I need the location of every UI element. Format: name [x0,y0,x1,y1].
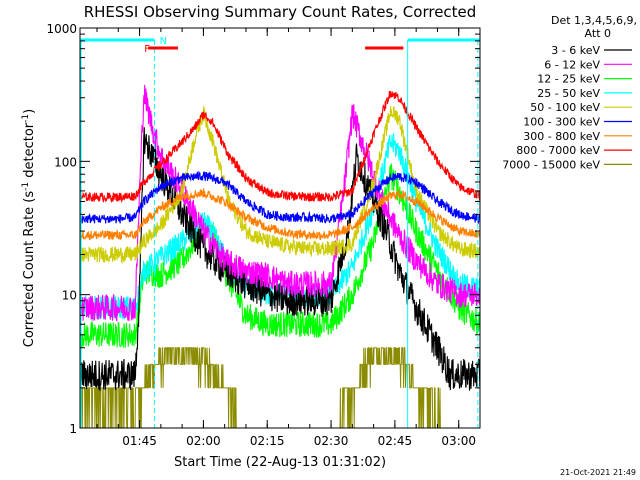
legend-label-1: 6 - 12 keV [544,58,600,71]
series-line-5 [79,170,481,225]
x-tick-label: 02:45 [378,434,413,448]
legend-label-4: 50 - 100 keV [530,101,600,114]
y-axis-label: Corrected Count Rate (s-1 detector-1) [21,109,37,347]
series-line-1 [79,84,481,323]
legend-label-2: 12 - 25 keV [537,73,600,86]
plot-frame [79,27,481,429]
x-tick-label: 02:00 [186,434,221,448]
legend-title-line2: Att 0 [585,27,611,40]
legend-label-0: 3 - 6 keV [551,44,600,57]
legend-label-7: 800 - 7000 keV [516,144,600,157]
x-tick-label: 03:00 [441,434,476,448]
legend-label-3: 25 - 50 keV [537,87,600,100]
x-axis-label: Start Time (22-Aug-13 01:31:02) [174,455,386,470]
plot-area: FN [79,36,481,429]
x-tick-label: 02:30 [314,434,349,448]
chart-title: RHESSI Observing Summary Count Rates, Co… [84,3,477,21]
series-line-2 [79,163,481,349]
x-tick-label: 02:15 [250,434,285,448]
series-line-0 [79,127,481,391]
legend-label-6: 300 - 800 keV [523,130,600,143]
x-tick-label: 01:45 [122,434,157,448]
y-tick-label: 10 [62,289,77,303]
y-tick-label: 1000 [46,22,77,36]
y-tick-label: 1 [69,422,77,436]
flare-marker-F: F [144,44,150,55]
legend-label-8: 7000 - 15000 keV [502,158,600,171]
series-line-4 [79,106,481,264]
series-line-8 [79,347,480,429]
timestamp: 21-Oct-2021 21:49 [560,468,636,477]
legend-label-5: 100 - 300 keV [523,116,600,129]
series-line-6 [79,188,481,241]
y-tick-label: 100 [54,155,77,169]
legend-title-line1: Det 1,3,4,5,6,9, [551,14,637,27]
series-line-7 [79,90,481,204]
axes: 01:45 02:00 02:15 02:30 02:45 03:00 1 10 100 1000 [46,22,481,448]
night-marker-N: N [160,36,167,47]
